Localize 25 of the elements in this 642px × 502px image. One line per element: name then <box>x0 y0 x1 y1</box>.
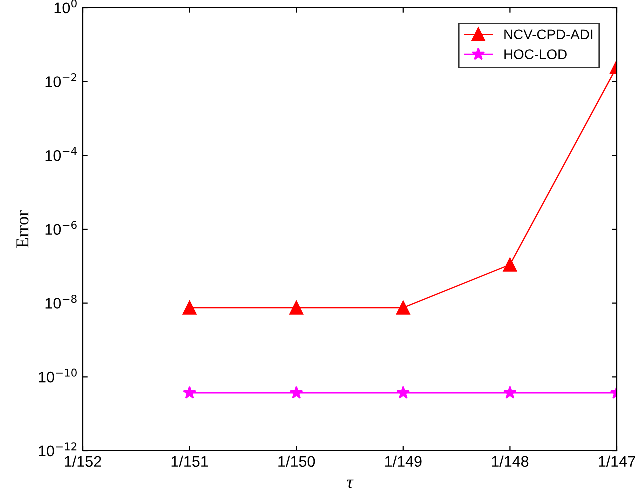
point <box>182 301 197 315</box>
x-tick-label: 1/147 <box>599 456 636 468</box>
y-tick-label: 10$^{0}$ <box>54 0 77 14</box>
y-tick-label: 10$^{−10}$ <box>39 368 77 383</box>
x-tick-label: 1/152 <box>65 456 102 468</box>
point <box>504 386 517 399</box>
y-tick-label: 10$^{−12}$ <box>39 442 77 457</box>
y-axis-title: Error <box>16 210 29 248</box>
point <box>396 386 410 399</box>
point <box>183 386 196 399</box>
point <box>290 386 304 399</box>
y-tick-label: 10$^{−4}$ <box>46 147 77 162</box>
x-tick-label: 1/150 <box>278 456 316 468</box>
point <box>396 301 410 315</box>
legend-label: HOC-LOD <box>504 50 567 60</box>
y-tick-label: 10$^{−8}$ <box>46 294 77 309</box>
point <box>503 258 518 272</box>
x-tick-label: 1/148 <box>492 456 529 468</box>
y-tick-label: 10$^{−2}$ <box>46 73 77 88</box>
x-tick-label: 1/151 <box>172 456 208 468</box>
x-tick-label: 1/149 <box>385 456 422 468</box>
point <box>290 301 304 315</box>
legend-label: NCV-CPD-ADI <box>504 30 593 40</box>
x-axis-title: τ <box>347 480 354 488</box>
y-tick-label: 10$^{−6}$ <box>46 221 77 236</box>
